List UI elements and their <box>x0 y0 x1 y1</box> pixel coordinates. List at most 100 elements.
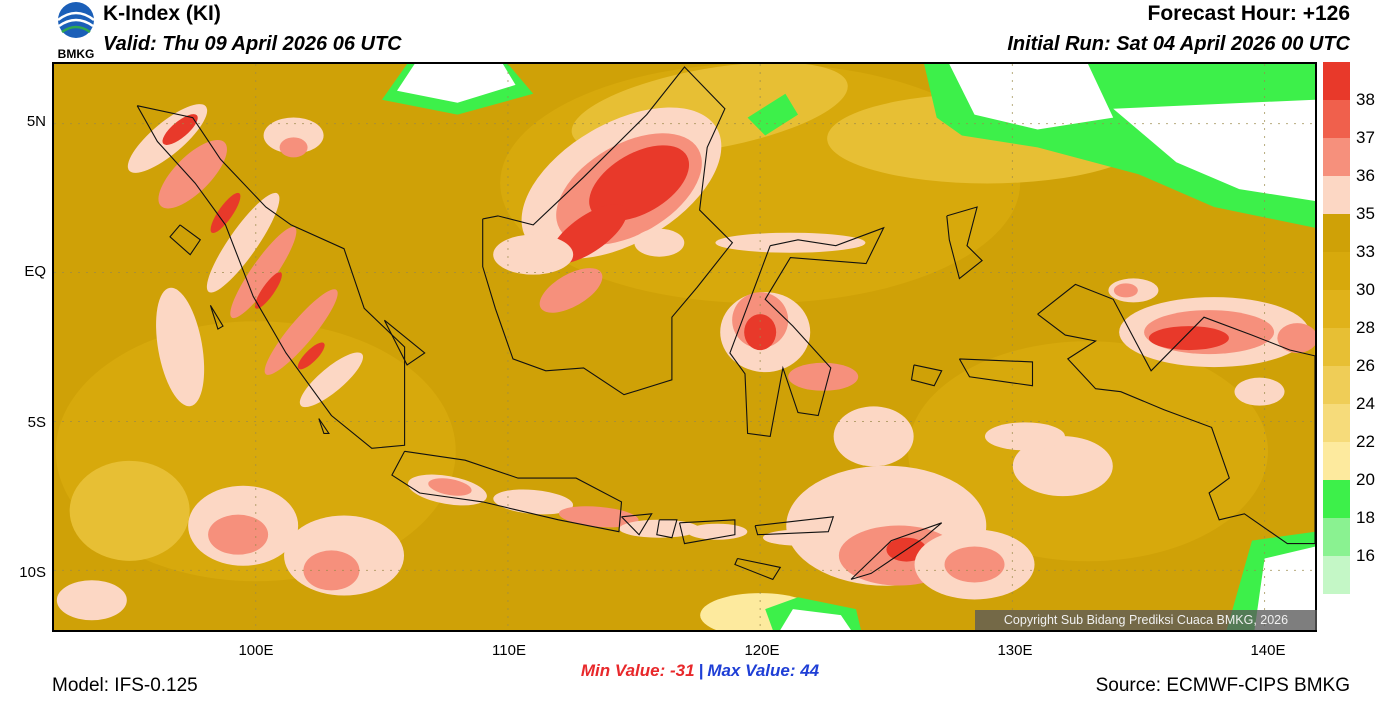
colorbar-label: 38 <box>1356 90 1375 109</box>
lon-label-110e: 110E <box>492 642 526 659</box>
high-ki-patch <box>206 192 280 293</box>
colorbar-swatch <box>1323 556 1350 595</box>
coastline <box>754 516 835 536</box>
coastline <box>391 450 623 533</box>
bmkg-logo: BMKG <box>57 2 95 61</box>
high-ki-patch <box>254 272 282 309</box>
lat-label-5n: 5N <box>26 113 46 130</box>
colorbar-label: 16 <box>1356 546 1375 565</box>
high-ki-patch <box>428 478 472 496</box>
low-ki-zone <box>397 64 516 103</box>
high-ki-patch <box>210 192 241 234</box>
colorbar-label: 36 <box>1356 166 1375 185</box>
colorbar-label: 20 <box>1356 470 1375 489</box>
coastline <box>729 226 885 438</box>
coastline <box>958 358 1034 387</box>
high-ki-patch <box>1277 323 1315 354</box>
min-max-values: Min Value: -31 | Max Value: 44 <box>0 661 1400 681</box>
lat-label-eq: EQ <box>24 263 46 280</box>
coastline <box>169 224 202 256</box>
forecast-hour: Forecast Hour: +126 <box>1147 2 1351 25</box>
coastline <box>910 364 943 387</box>
high-ki-patch <box>158 139 227 209</box>
coastline <box>318 418 330 434</box>
coastline <box>656 519 678 539</box>
colorbar-swatch <box>1323 328 1350 367</box>
coastline <box>946 206 983 280</box>
coastline <box>136 105 406 449</box>
coastline <box>209 305 224 330</box>
colorbar-label: 22 <box>1356 432 1375 451</box>
high-ki-patch <box>1148 326 1229 351</box>
low-ki-zone <box>747 93 798 136</box>
initial-run: Initial Run: Sat 04 April 2026 00 UTC <box>1007 33 1350 55</box>
colorbar-label: 18 <box>1356 508 1375 527</box>
high-ki-patch <box>788 362 859 391</box>
low-ki-zone <box>780 609 851 630</box>
colorbar-swatch <box>1323 518 1350 557</box>
coastline <box>734 557 782 581</box>
high-ki-patch <box>493 489 574 515</box>
high-ki-patch <box>744 314 777 351</box>
colorbar-swatch <box>1323 594 1350 633</box>
colorbar-swatch <box>1323 480 1350 519</box>
lat-label-5s: 5S <box>27 414 46 431</box>
high-ki-patch <box>162 114 198 145</box>
coastline <box>678 519 736 545</box>
max-value: Max Value: 44 <box>707 661 820 680</box>
logo-text: BMKG <box>58 47 95 61</box>
lat-label-10s: 10S <box>19 564 46 581</box>
lon-label-130e: 130E <box>997 642 1033 659</box>
colorbar-swatch <box>1323 214 1350 253</box>
colorbar-label: 37 <box>1356 128 1375 147</box>
coastline <box>1037 283 1315 545</box>
map-title: K-Index (KI) <box>103 2 221 25</box>
high-ki-patch <box>156 287 205 407</box>
map-canvas <box>54 64 1315 630</box>
colorbar-label: 26 <box>1356 356 1375 375</box>
high-ki-patch <box>634 228 685 257</box>
copyright-note: Copyright Sub Bidang Prediksi Cuaca BMKG… <box>975 610 1317 630</box>
coastline <box>383 319 426 366</box>
high-ki-patch <box>944 546 1005 583</box>
high-ki-patch <box>715 232 866 253</box>
warm-region <box>69 460 190 561</box>
high-ki-patch <box>264 289 338 375</box>
lon-label-100e: 100E <box>238 642 274 659</box>
model-label: Model: IFS-0.125 <box>52 675 198 696</box>
coastline <box>482 66 734 396</box>
colorbar-swatch <box>1323 138 1350 177</box>
lon-label-120e: 120E <box>744 642 780 659</box>
high-ki-patch <box>493 234 574 275</box>
high-ki-patch <box>558 506 639 528</box>
colorbar <box>1323 62 1350 633</box>
colorbar-swatch <box>1323 290 1350 329</box>
colorbar-label: 24 <box>1356 394 1375 413</box>
lon-label-140e: 140E <box>1250 642 1286 659</box>
high-ki-patch <box>297 342 325 370</box>
min-value: Min Value: -31 <box>580 661 695 680</box>
source-label: Source: ECMWF-CIPS BMKG <box>1095 675 1350 696</box>
high-ki-patch <box>984 422 1065 451</box>
colorbar-swatch <box>1323 366 1350 405</box>
coastlines <box>136 66 1315 581</box>
colorbar-label: 28 <box>1356 318 1375 337</box>
colorbar-swatch <box>1323 442 1350 481</box>
high-ki-patch <box>279 137 308 158</box>
high-ki-patch <box>208 514 269 555</box>
colorbar-swatch <box>1323 404 1350 443</box>
low-ki-zone <box>1254 546 1315 630</box>
high-ki-patch <box>539 268 603 313</box>
colorbar-label: 30 <box>1356 280 1375 299</box>
low-ki-zone <box>949 64 1114 130</box>
k-index-map <box>52 62 1317 632</box>
min-max-separator: | <box>698 661 704 680</box>
high-ki-patch <box>303 550 360 591</box>
high-ki-patch <box>56 580 127 621</box>
colorbar-swatch <box>1323 62 1350 101</box>
high-ki-patch <box>1012 436 1113 497</box>
low-ki-zone <box>1113 99 1315 201</box>
coastline <box>850 522 943 580</box>
high-ki-patch <box>833 406 914 467</box>
high-ki-patch <box>263 117 324 154</box>
